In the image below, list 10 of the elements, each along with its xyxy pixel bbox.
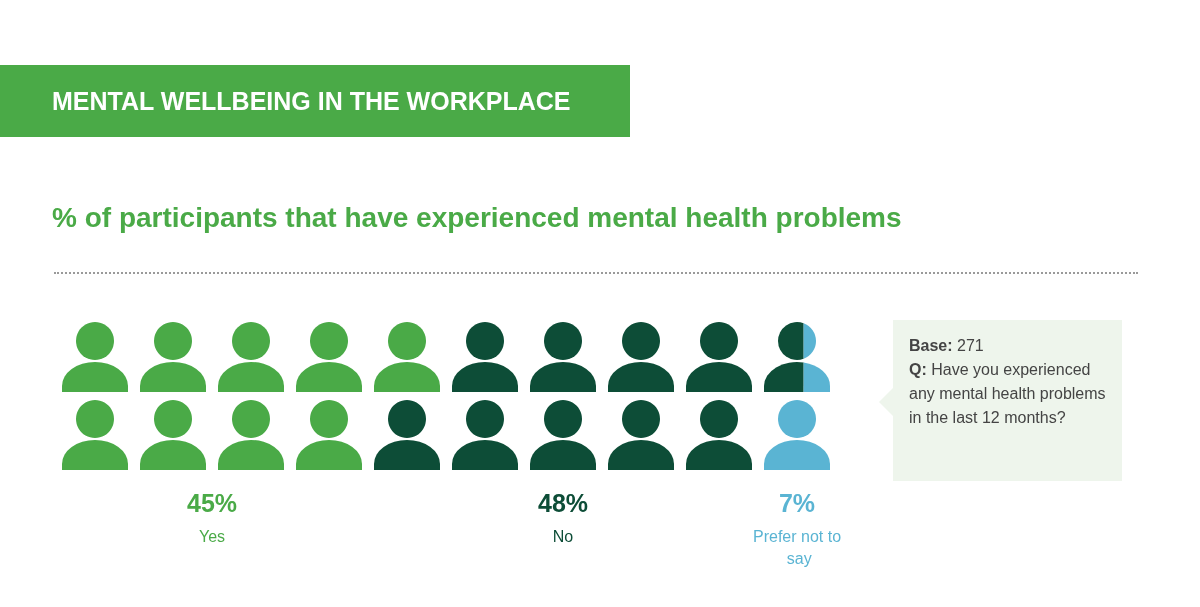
text: Base: 271 (909, 336, 985, 356)
text: % of participants that have experienced mental health problems (52, 202, 902, 234)
data-label: 45% (186, 489, 238, 517)
category-label: Prefer not to say (752, 527, 842, 567)
data-label: 7% (778, 489, 816, 517)
category-label: No (552, 527, 574, 545)
text: Q: Have you experienced any mental health problems in the last 12 months? (909, 360, 1106, 428)
data-label: 48% (537, 489, 589, 517)
category-label: Yes (198, 527, 226, 545)
text: MENTAL WELLBEING IN THE WORKPLACE (52, 86, 571, 116)
